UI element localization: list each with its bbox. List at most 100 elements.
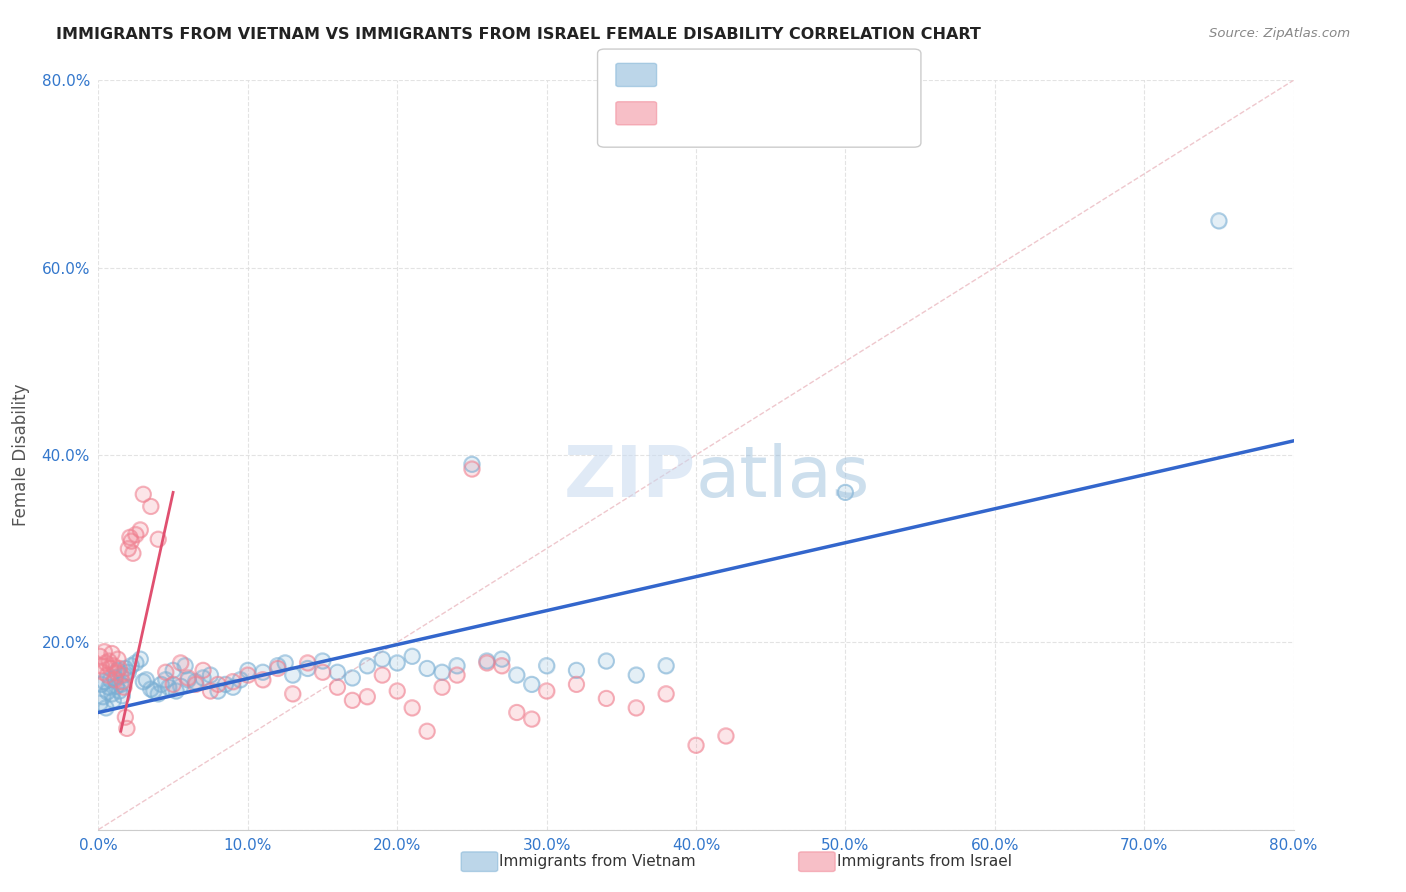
Point bbox=[129, 652, 152, 666]
Point bbox=[118, 530, 141, 544]
Point bbox=[461, 462, 484, 476]
Point bbox=[191, 671, 214, 685]
Text: N =: N = bbox=[752, 65, 789, 83]
Point bbox=[229, 673, 252, 687]
Point bbox=[834, 485, 856, 500]
Point bbox=[139, 500, 162, 514]
Point bbox=[207, 677, 229, 691]
Point bbox=[207, 677, 229, 691]
Point bbox=[89, 649, 111, 664]
Point bbox=[461, 457, 484, 471]
Point bbox=[714, 729, 737, 743]
Point bbox=[326, 665, 349, 680]
Point bbox=[356, 658, 378, 673]
Point bbox=[430, 680, 453, 694]
Point bbox=[834, 485, 856, 500]
Point bbox=[120, 658, 142, 673]
Text: ZIP: ZIP bbox=[564, 443, 696, 512]
Point bbox=[96, 685, 118, 699]
Point bbox=[108, 684, 131, 698]
Point bbox=[274, 656, 297, 670]
Point bbox=[96, 668, 118, 682]
Point bbox=[94, 701, 117, 715]
Point bbox=[342, 693, 364, 707]
Point bbox=[311, 654, 333, 668]
Point bbox=[93, 644, 115, 658]
Point bbox=[491, 658, 513, 673]
Point bbox=[101, 687, 124, 701]
Point bbox=[105, 665, 128, 680]
Text: Source: ZipAtlas.com: Source: ZipAtlas.com bbox=[1209, 27, 1350, 40]
Point bbox=[89, 696, 111, 710]
Point bbox=[416, 724, 439, 739]
Point bbox=[536, 658, 558, 673]
Point bbox=[98, 673, 122, 687]
Point bbox=[461, 462, 484, 476]
Point bbox=[222, 680, 245, 694]
Point bbox=[177, 673, 200, 687]
Text: IMMIGRANTS FROM VIETNAM VS IMMIGRANTS FROM ISRAEL FEMALE DISABILITY CORRELATION : IMMIGRANTS FROM VIETNAM VS IMMIGRANTS FR… bbox=[56, 27, 981, 42]
Point bbox=[184, 677, 207, 691]
Text: N =: N = bbox=[752, 103, 789, 121]
Point bbox=[101, 687, 124, 701]
Point bbox=[1208, 213, 1230, 227]
Point bbox=[107, 664, 129, 678]
Point bbox=[274, 656, 297, 670]
Point bbox=[655, 658, 678, 673]
Point bbox=[125, 656, 148, 670]
Point bbox=[475, 654, 498, 668]
Point bbox=[416, 724, 439, 739]
Point bbox=[536, 684, 558, 698]
Point bbox=[326, 680, 349, 694]
Point bbox=[184, 674, 207, 689]
Point bbox=[385, 684, 409, 698]
Point bbox=[281, 687, 304, 701]
Point bbox=[129, 652, 152, 666]
Point bbox=[685, 739, 707, 753]
Point bbox=[132, 487, 155, 501]
Point bbox=[90, 677, 112, 691]
Point bbox=[165, 684, 187, 698]
Point bbox=[165, 684, 187, 698]
Point bbox=[191, 664, 214, 678]
Point bbox=[117, 665, 139, 680]
Point bbox=[326, 680, 349, 694]
Point bbox=[520, 677, 543, 691]
Point bbox=[200, 684, 222, 698]
Point bbox=[94, 701, 117, 715]
Point bbox=[105, 679, 128, 693]
Point bbox=[110, 668, 132, 682]
Point bbox=[506, 668, 529, 682]
Point bbox=[120, 534, 142, 549]
Point bbox=[430, 680, 453, 694]
Text: 64: 64 bbox=[782, 103, 804, 121]
Point bbox=[93, 674, 115, 689]
Point bbox=[129, 523, 152, 537]
Point bbox=[1208, 213, 1230, 227]
Point bbox=[506, 706, 529, 720]
Point bbox=[98, 661, 122, 675]
Point bbox=[174, 658, 197, 673]
Point bbox=[311, 665, 333, 680]
Point bbox=[446, 658, 468, 673]
Point bbox=[148, 687, 170, 701]
Point bbox=[90, 658, 112, 673]
Point bbox=[326, 665, 349, 680]
Point bbox=[93, 674, 115, 689]
Point bbox=[105, 679, 128, 693]
Point bbox=[416, 661, 439, 675]
Point bbox=[655, 687, 678, 701]
Point bbox=[120, 658, 142, 673]
Point bbox=[155, 673, 177, 687]
Point bbox=[135, 673, 157, 687]
Point bbox=[150, 677, 173, 691]
Point bbox=[112, 680, 135, 694]
Point bbox=[184, 674, 207, 689]
Point bbox=[342, 693, 364, 707]
Point bbox=[97, 680, 120, 694]
Point bbox=[200, 668, 222, 682]
Point bbox=[461, 457, 484, 471]
Point bbox=[157, 680, 180, 694]
Point bbox=[104, 673, 127, 687]
Point bbox=[430, 665, 453, 680]
